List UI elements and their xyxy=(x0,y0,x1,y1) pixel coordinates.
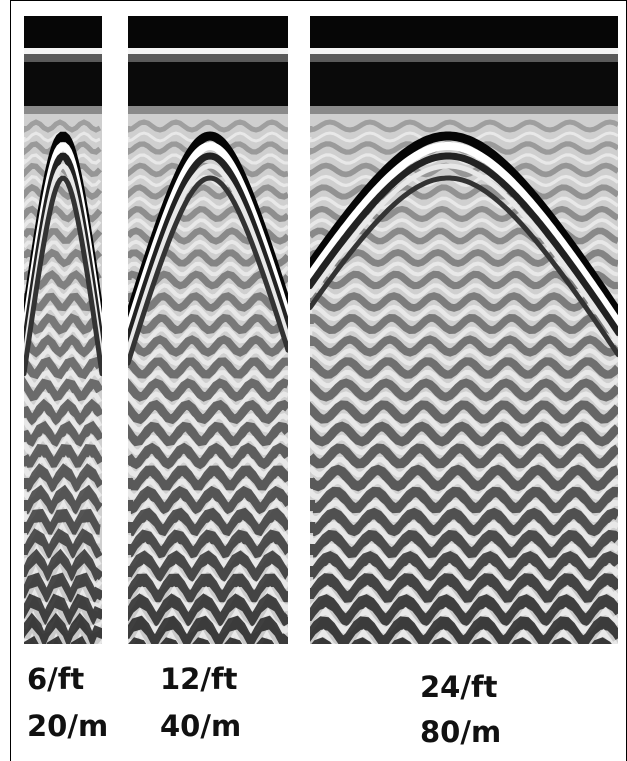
radargram-panel-6ft xyxy=(24,16,102,644)
frame-left-line xyxy=(10,0,11,761)
scan-density-label-20m: 20/m xyxy=(27,709,109,743)
scan-density-label-24ft: 24/ft xyxy=(420,670,498,704)
radargram-image-24ft xyxy=(310,16,618,644)
scan-density-label-12ft: 12/ft xyxy=(160,662,238,696)
scan-density-label-6ft: 6/ft xyxy=(27,662,85,696)
radargram-image-6ft xyxy=(24,16,102,644)
frame-top-line xyxy=(10,0,627,1)
radargram-panel-12ft xyxy=(128,16,288,644)
radargram-panel-24ft xyxy=(310,16,618,644)
radargram-image-12ft xyxy=(128,16,288,644)
scan-density-label-80m: 80/m xyxy=(420,715,502,749)
scan-density-label-40m: 40/m xyxy=(160,709,242,743)
